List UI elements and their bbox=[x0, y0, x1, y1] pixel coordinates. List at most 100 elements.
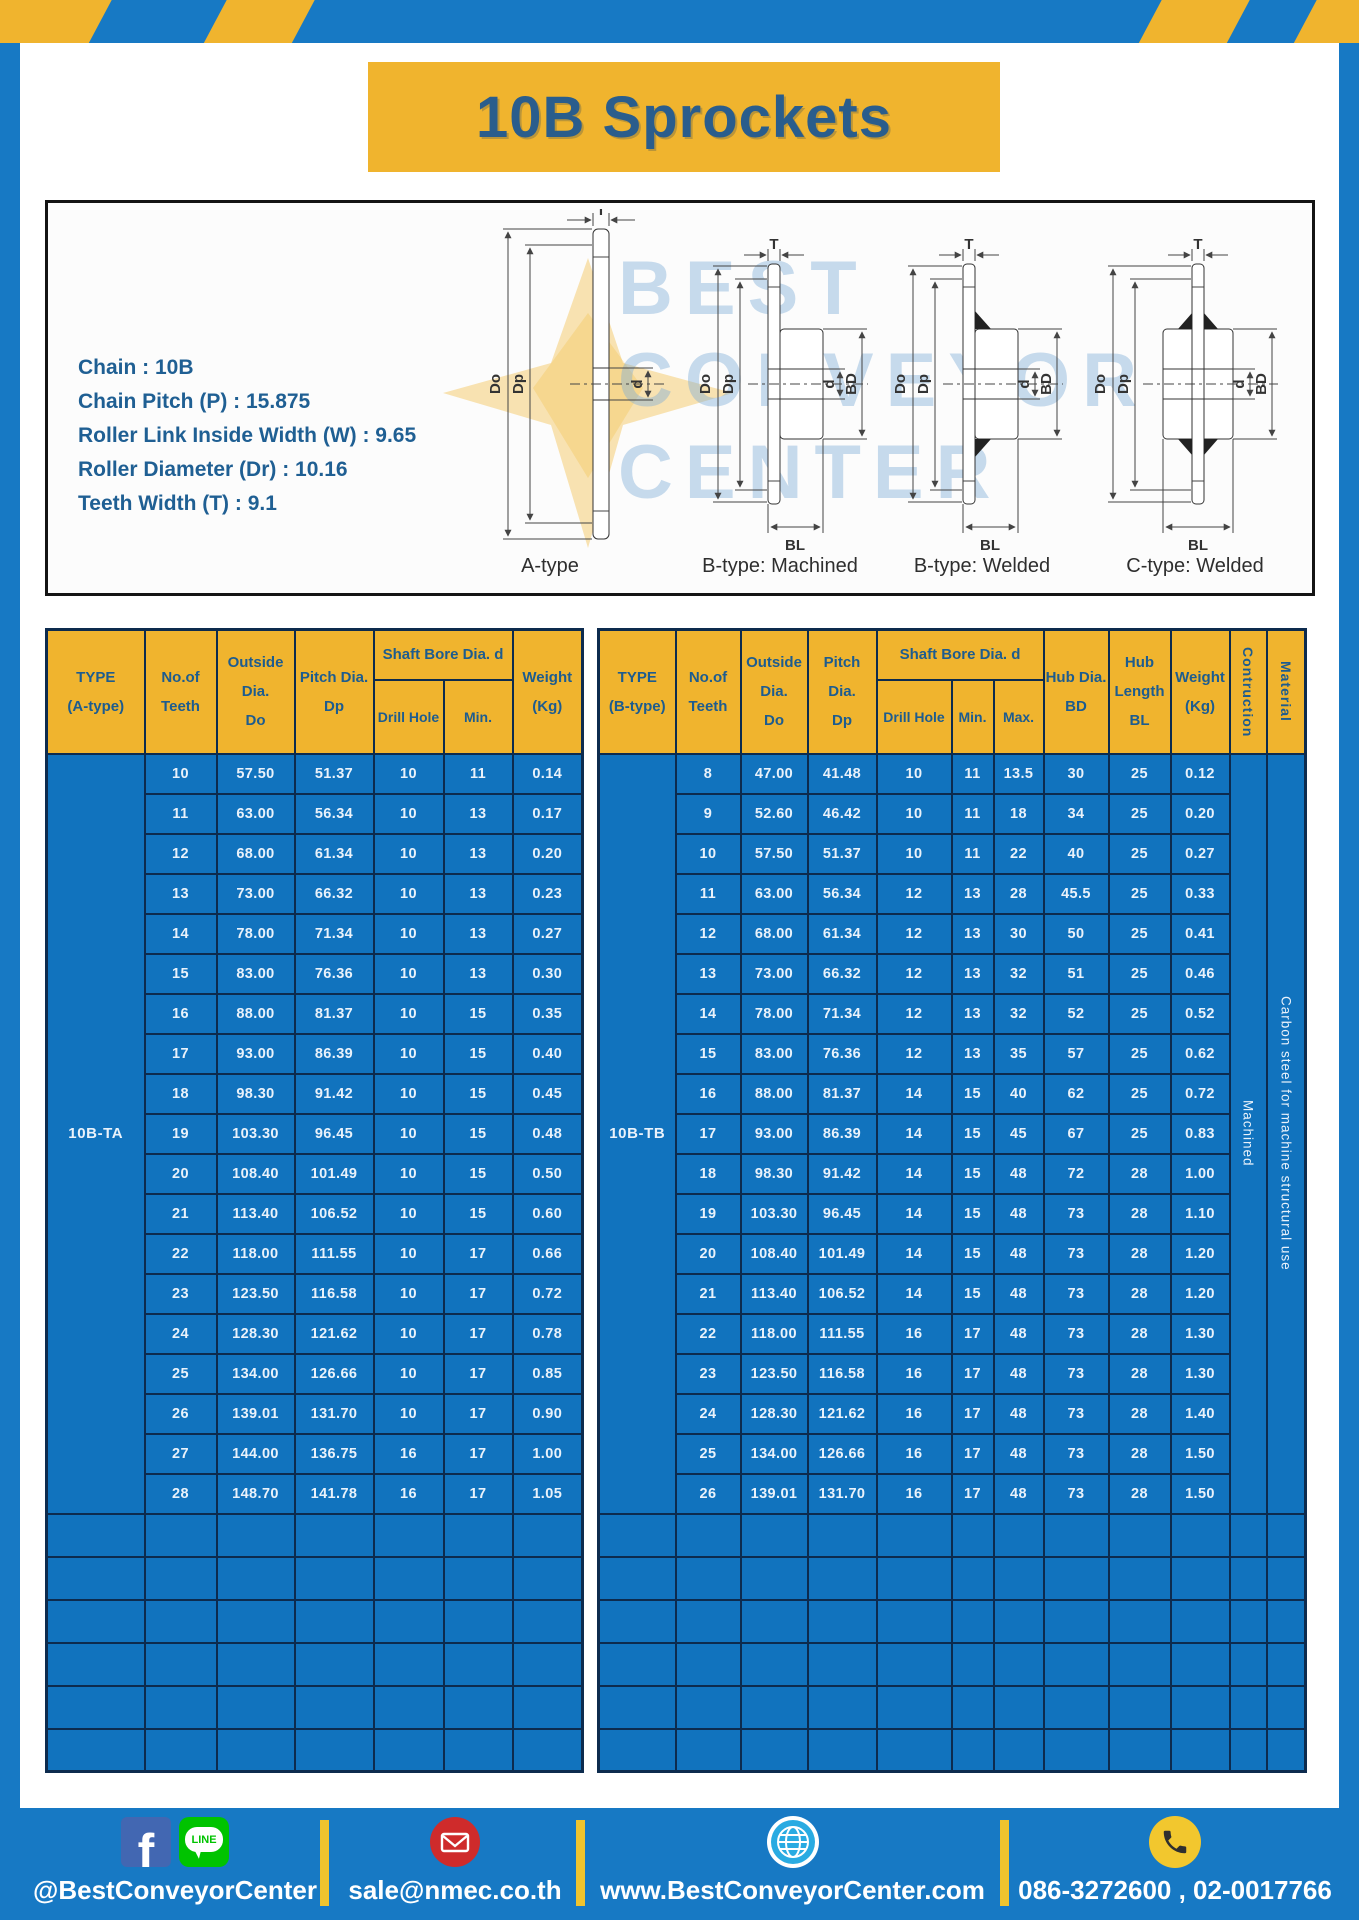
table-row: 26 139.01 131.70 16 17 48 73 28 1.50 bbox=[599, 1472, 1306, 1515]
table-cell: 0.17 bbox=[511, 792, 584, 835]
table-cell: 13 bbox=[950, 872, 995, 915]
table-row: 11 63.00 56.34 12 13 28 45.5 25 0.33 bbox=[599, 872, 1306, 915]
table-row: 14 78.00 71.34 10 13 0.27 bbox=[47, 912, 584, 955]
footer-divider bbox=[576, 1820, 585, 1906]
table-cell: 10 bbox=[143, 752, 218, 795]
header-weight: Weight (Kg) bbox=[1169, 628, 1231, 755]
header-teeth: No.of Teeth bbox=[674, 628, 742, 755]
spec-teeth-width: Teeth Width (T) : 9.1 bbox=[78, 492, 277, 515]
empty-table-cell bbox=[1228, 1555, 1268, 1601]
empty-table-cell bbox=[1265, 1684, 1307, 1730]
table-cell: 139.01 bbox=[739, 1472, 809, 1515]
table-cell: 0.62 bbox=[1169, 1032, 1231, 1075]
table-cell: 0.41 bbox=[1169, 912, 1231, 955]
spec-roller-link-width: Roller Link Inside Width (W) : 9.65 bbox=[78, 424, 417, 447]
table-cell: 10 bbox=[372, 1192, 445, 1235]
table-cell: 48 bbox=[992, 1232, 1045, 1275]
table-cell: 16 bbox=[875, 1312, 953, 1355]
table-cell: 118.00 bbox=[739, 1312, 809, 1355]
table-cell: 13 bbox=[442, 872, 514, 915]
empty-table-cell bbox=[992, 1641, 1045, 1687]
table-cell: 10 bbox=[372, 872, 445, 915]
table-cell: 14 bbox=[875, 1192, 953, 1235]
hazard-stripe bbox=[0, 0, 115, 43]
table-cell: 28 bbox=[1107, 1472, 1172, 1515]
table-cell: 25 bbox=[1107, 752, 1172, 795]
table-row: 16 88.00 81.37 10 15 0.35 bbox=[47, 992, 584, 1035]
table-cell: 111.55 bbox=[806, 1312, 878, 1355]
empty-table-row bbox=[597, 1598, 1307, 1644]
table-cell: 17 bbox=[442, 1272, 514, 1315]
table-cell: 136.75 bbox=[293, 1432, 375, 1475]
table-cell: 16 bbox=[875, 1392, 953, 1435]
table-row: 23 123.50 116.58 16 17 48 73 28 1.30 bbox=[599, 1352, 1306, 1395]
table-cell: 17 bbox=[674, 1112, 742, 1155]
page-title: 10B Sprockets bbox=[476, 84, 892, 150]
table-cell: 68.00 bbox=[215, 832, 296, 875]
svg-text:Do: Do bbox=[1092, 374, 1109, 394]
empty-table-cell bbox=[739, 1555, 809, 1601]
table-cell: 103.30 bbox=[215, 1112, 296, 1155]
empty-table-cell bbox=[1107, 1555, 1172, 1601]
empty-table-cell bbox=[597, 1598, 677, 1644]
empty-table-cell bbox=[950, 1727, 995, 1773]
table-cell: 0.27 bbox=[1169, 832, 1231, 875]
table-cell: 71.34 bbox=[806, 992, 878, 1035]
svg-text:BD: BD bbox=[1038, 373, 1055, 395]
header-shaft-bore: Shaft Bore Dia. d bbox=[875, 628, 1045, 681]
table-cell: 1.30 bbox=[1169, 1352, 1231, 1395]
website-url: www.BestConveyorCenter.com bbox=[600, 1875, 985, 1905]
table-cell: 116.58 bbox=[806, 1352, 878, 1395]
table-cell: 10 bbox=[372, 832, 445, 875]
table-cell: 88.00 bbox=[739, 1072, 809, 1115]
svg-text:BD: BD bbox=[843, 373, 860, 395]
table-cell: 19 bbox=[143, 1112, 218, 1155]
table-cell: 1.20 bbox=[1169, 1232, 1231, 1275]
empty-table-cell bbox=[215, 1598, 296, 1644]
empty-table-cell bbox=[950, 1598, 995, 1644]
table-cell: 10 bbox=[372, 1352, 445, 1395]
table-cell: 10 bbox=[372, 1272, 445, 1315]
empty-table-cell bbox=[215, 1641, 296, 1687]
footer-website-section: www.BestConveyorCenter.com bbox=[590, 1814, 995, 1906]
table-cell: 73 bbox=[1042, 1392, 1110, 1435]
table-cell: 98.30 bbox=[215, 1072, 296, 1115]
table-cell: 81.37 bbox=[293, 992, 375, 1035]
table-cell: 12 bbox=[875, 952, 953, 995]
table-cell: 17 bbox=[442, 1392, 514, 1435]
empty-table-cell bbox=[674, 1727, 742, 1773]
table-cell: 15 bbox=[950, 1072, 995, 1115]
table-row: 9 52.60 46.42 10 11 18 34 25 0.20 bbox=[599, 792, 1306, 835]
table-row: 13 73.00 66.32 12 13 32 51 25 0.46 bbox=[599, 952, 1306, 995]
svg-text:Do: Do bbox=[487, 374, 504, 394]
table-cell: 34 bbox=[1042, 792, 1110, 835]
table-cell: 93.00 bbox=[215, 1032, 296, 1075]
table-cell: 13.5 bbox=[992, 752, 1045, 795]
table-cell: 134.00 bbox=[215, 1352, 296, 1395]
table-row: 15 83.00 76.36 10 13 0.30 bbox=[47, 952, 584, 995]
table-cell: 73 bbox=[1042, 1192, 1110, 1235]
empty-table-row bbox=[597, 1641, 1307, 1687]
table-cell: 10 bbox=[372, 1072, 445, 1115]
empty-table-cell bbox=[992, 1727, 1045, 1773]
table-cell: 0.35 bbox=[511, 992, 584, 1035]
empty-table-cell bbox=[1042, 1598, 1110, 1644]
table-cell: 131.70 bbox=[806, 1472, 878, 1515]
table-cell: 73 bbox=[1042, 1432, 1110, 1475]
table-cell: 62 bbox=[1042, 1072, 1110, 1115]
table-cell: 18 bbox=[674, 1152, 742, 1195]
table-cell: 17 bbox=[143, 1032, 218, 1075]
table-row: 23 123.50 116.58 10 17 0.72 bbox=[47, 1272, 584, 1315]
table-cell: 22 bbox=[674, 1312, 742, 1355]
svg-text:BD: BD bbox=[1253, 373, 1270, 395]
table-cell: 13 bbox=[442, 912, 514, 955]
empty-table-cell bbox=[875, 1512, 953, 1558]
empty-table-cell bbox=[442, 1598, 514, 1644]
table-cell: 123.50 bbox=[215, 1272, 296, 1315]
svg-text:d: d bbox=[821, 379, 838, 388]
table-cell: 15 bbox=[442, 992, 514, 1035]
empty-table-cell bbox=[597, 1684, 677, 1730]
empty-table-cell bbox=[143, 1641, 218, 1687]
diagram-label-a-type: A-type bbox=[521, 555, 579, 577]
table-row: 15 83.00 76.36 12 13 35 57 25 0.62 bbox=[599, 1032, 1306, 1075]
